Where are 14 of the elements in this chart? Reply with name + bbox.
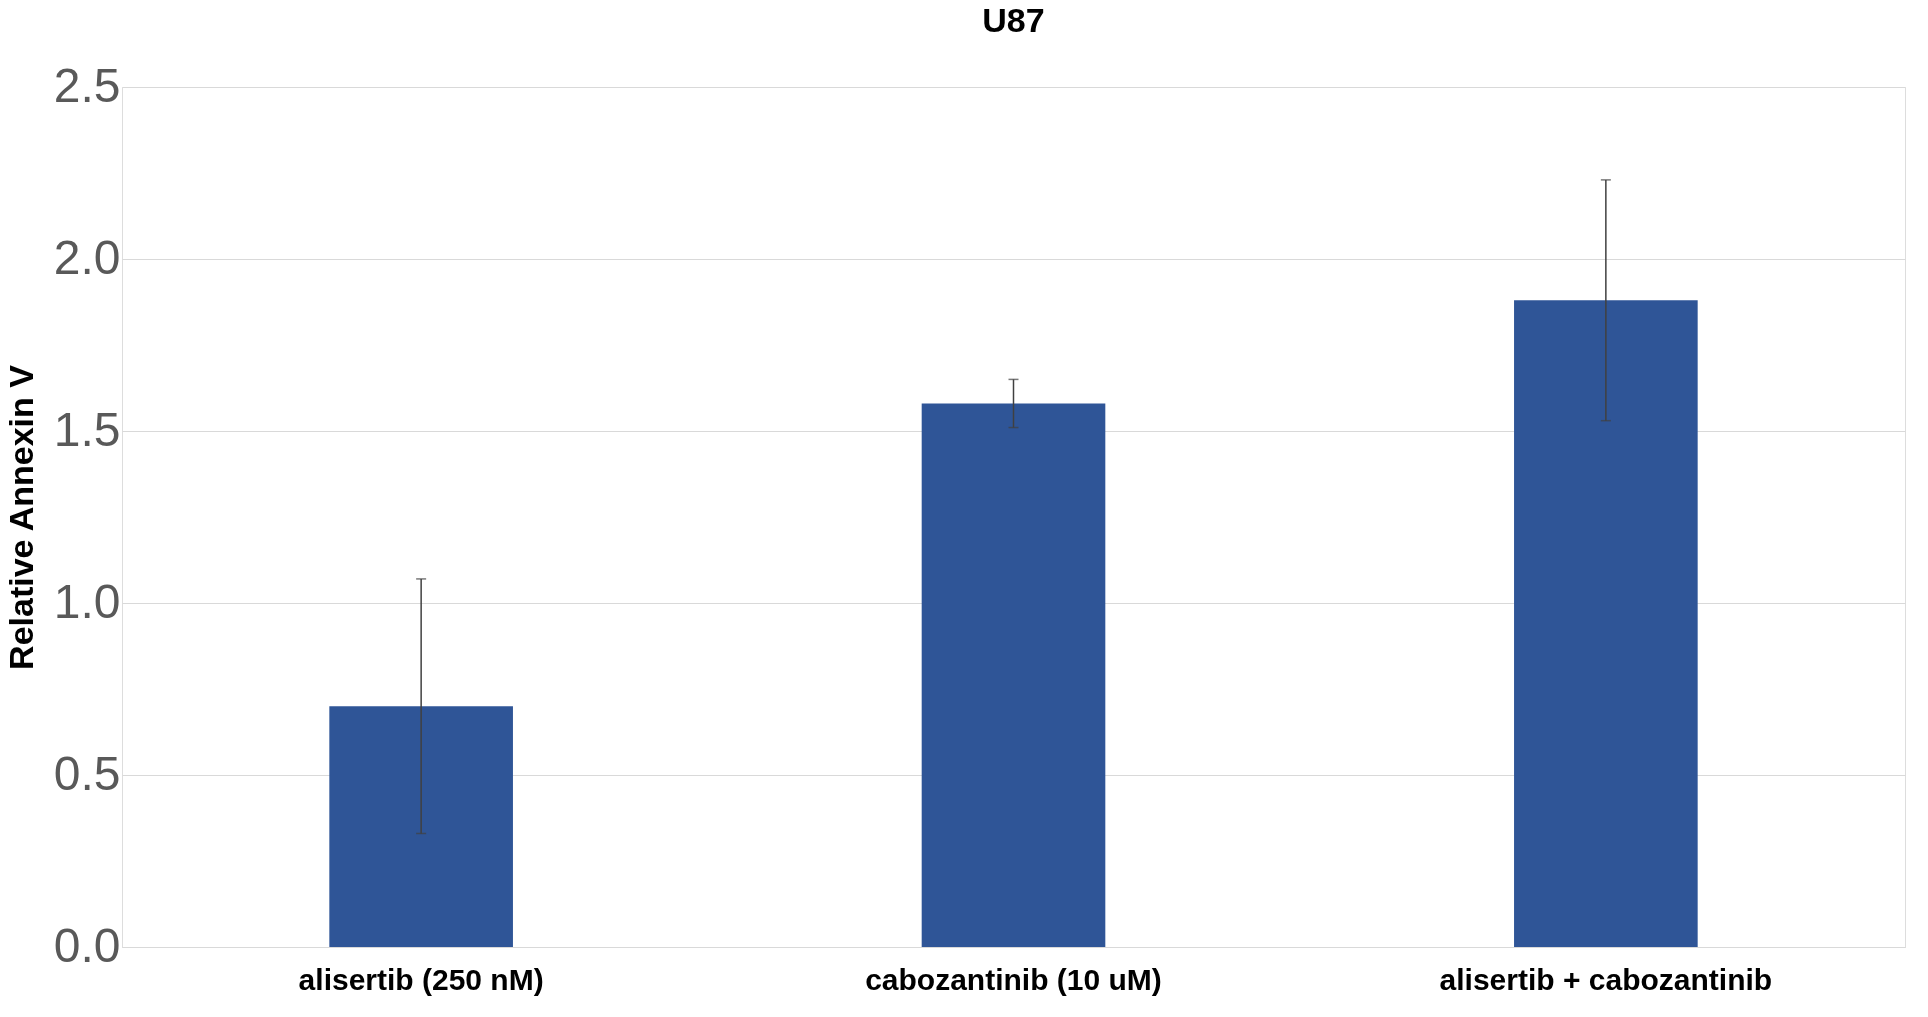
y-tick-label: 1.0 <box>53 574 121 628</box>
y-tick-label: 1.5 <box>53 402 121 456</box>
x-tick-label: alisertib (250 nM) <box>298 962 544 996</box>
x-tick-label: alisertib + cabozantinib <box>1439 962 1773 996</box>
bar <box>921 403 1106 947</box>
y-tick-label: 2.0 <box>53 230 121 284</box>
y-tick-label: 0.0 <box>53 918 121 972</box>
bar <box>1514 300 1698 947</box>
x-tick-label: cabozantinib (10 uM) <box>865 962 1162 996</box>
y-tick-label: 2.5 <box>53 58 121 112</box>
y-axis-title: Relative Annexin V <box>1 364 40 670</box>
y-tick-label: 0.5 <box>53 746 121 800</box>
chart-title: U87 <box>982 1 1045 39</box>
bar <box>329 706 513 947</box>
